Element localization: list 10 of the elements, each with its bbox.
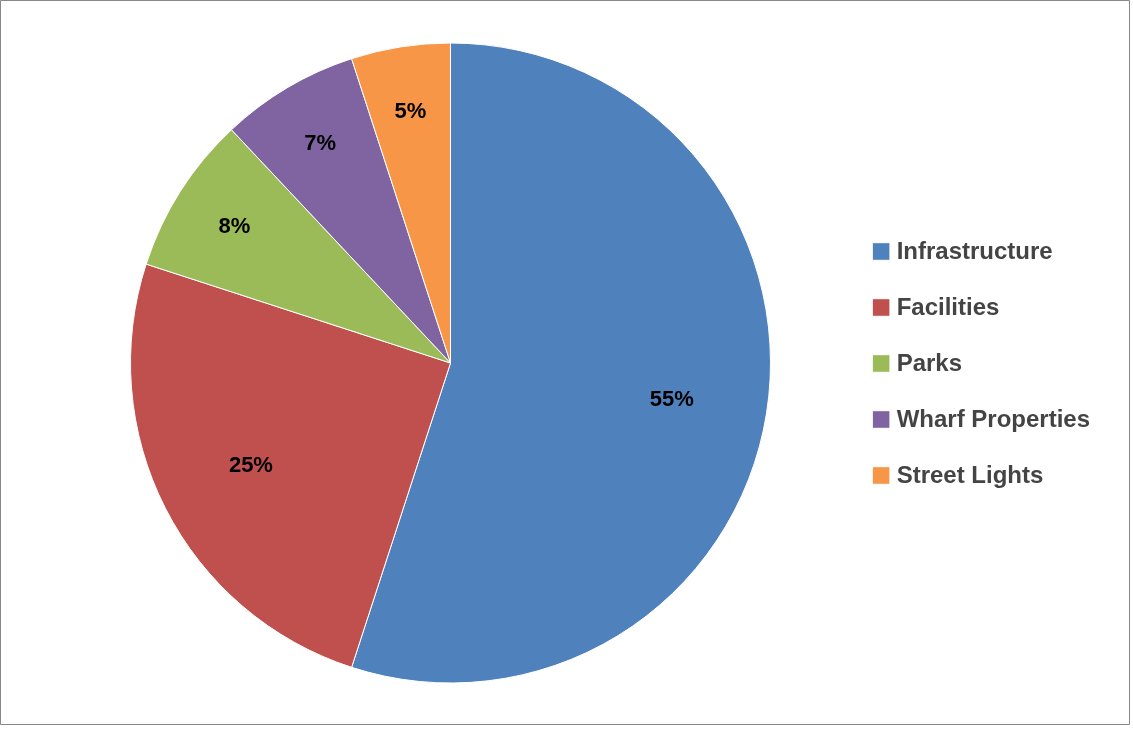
legend-label: Street Lights (896, 460, 1044, 489)
legend-label: Wharf Properties (896, 404, 1090, 433)
data-label: 7% (304, 130, 337, 156)
data-label: 55% (649, 385, 694, 411)
data-label: 8% (218, 213, 251, 239)
data-label: 25% (228, 452, 273, 478)
data-label: 5% (394, 97, 427, 123)
legend-label: Parks (896, 348, 963, 377)
legend-label: Facilities (896, 292, 1000, 321)
legend-label: Infrastructure (896, 236, 1053, 265)
